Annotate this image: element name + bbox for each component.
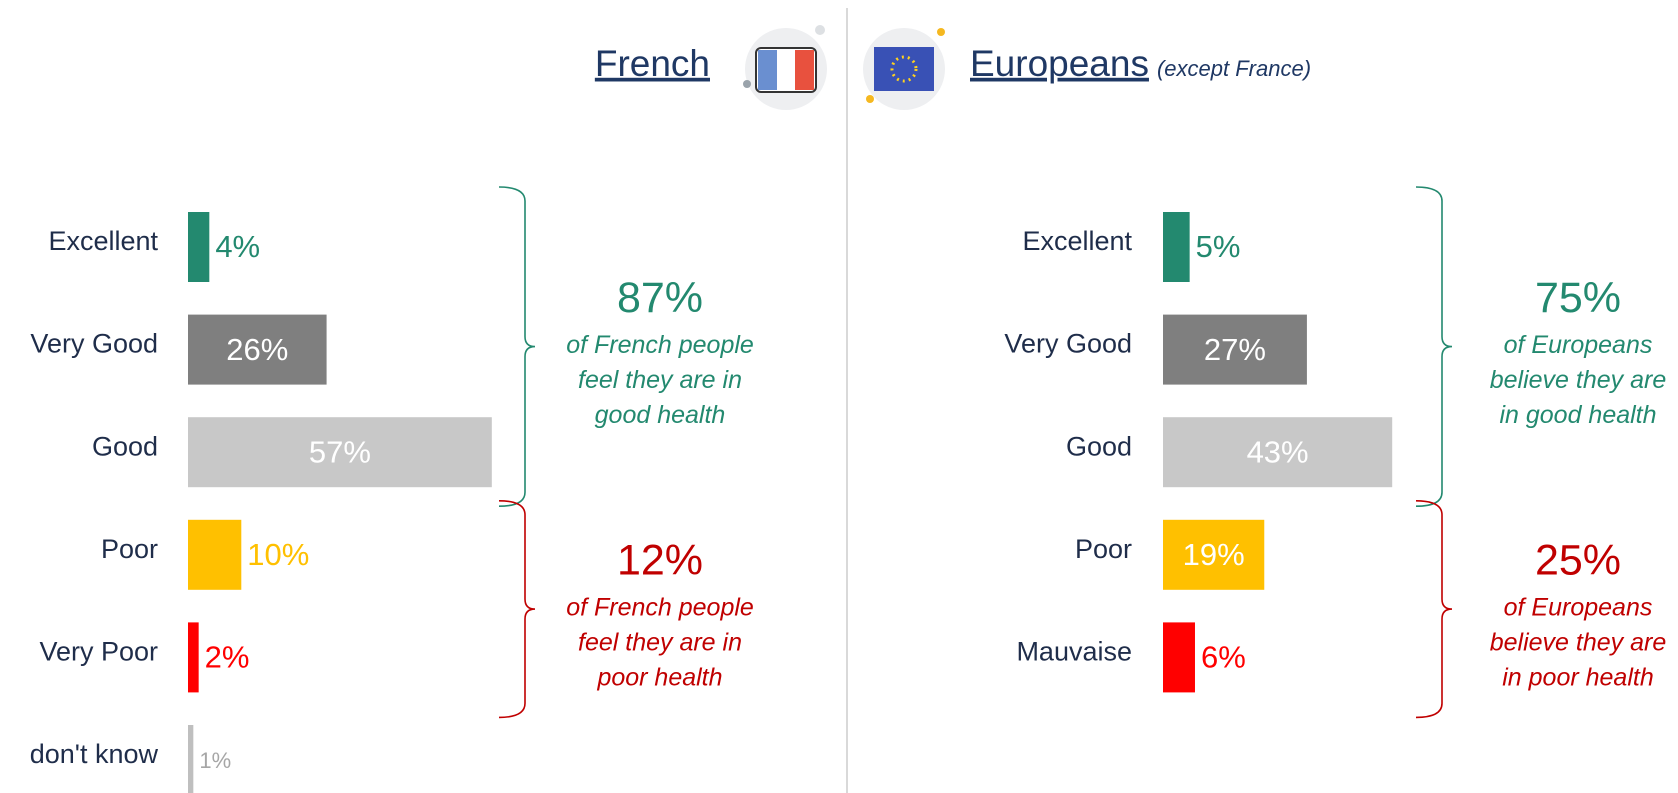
annotation-value: 75% xyxy=(1535,274,1621,322)
value-label: 5% xyxy=(1196,229,1241,264)
panel-title: Europeans xyxy=(970,43,1149,84)
category-label: Very Good xyxy=(30,329,158,359)
france-flag-icon xyxy=(743,25,827,110)
category-label: Poor xyxy=(1075,534,1132,564)
annotation-value: 12% xyxy=(617,536,703,584)
bracket xyxy=(1415,186,1453,507)
annotation-text: good health xyxy=(595,401,726,429)
bar xyxy=(1163,622,1195,693)
value-label: 4% xyxy=(215,229,260,264)
category-label: Very Poor xyxy=(39,637,158,667)
value-label: 10% xyxy=(247,537,309,572)
category-label: Excellent xyxy=(1022,226,1132,256)
annotation-text: poor health xyxy=(596,664,722,692)
annotation-text: believe they are xyxy=(1490,366,1667,394)
category-label: Mauvaise xyxy=(1016,637,1132,667)
value-label: 2% xyxy=(205,640,250,675)
annotation-text: of Europeans xyxy=(1504,331,1653,359)
annotation-text: in good health xyxy=(1499,401,1656,429)
annotation-value: 25% xyxy=(1535,536,1621,584)
annotation-text: feel they are in xyxy=(578,629,742,657)
annotation-text: feel they are in xyxy=(578,366,742,394)
bar xyxy=(188,417,492,488)
value-label: 57% xyxy=(309,434,371,469)
bracket xyxy=(498,186,536,507)
bar xyxy=(1163,212,1190,282)
bar xyxy=(188,314,327,385)
category-label: Good xyxy=(1066,431,1132,461)
category-label: Very Good xyxy=(1004,329,1132,359)
value-label: 27% xyxy=(1204,332,1266,367)
value-label: 43% xyxy=(1247,434,1309,469)
bar xyxy=(188,212,210,282)
value-label: 26% xyxy=(226,332,288,367)
eu-flag-icon xyxy=(863,28,945,110)
panel-title: French xyxy=(595,43,710,84)
bar xyxy=(188,725,194,793)
bar xyxy=(188,622,199,693)
bar xyxy=(1163,519,1265,590)
annotation-text: believe they are xyxy=(1490,629,1667,657)
annotation-text: of French people xyxy=(566,594,754,622)
bracket xyxy=(498,500,536,719)
category-label: Poor xyxy=(101,534,158,564)
value-label: 19% xyxy=(1183,537,1245,572)
value-label: 6% xyxy=(1201,640,1246,675)
annotation-value: 87% xyxy=(617,274,703,322)
annotation-text: in poor health xyxy=(1502,664,1654,692)
category-label: Excellent xyxy=(48,226,158,256)
bracket xyxy=(1415,500,1453,719)
bar xyxy=(188,519,242,590)
bar xyxy=(1163,417,1393,488)
annotation-text: of French people xyxy=(566,331,754,359)
category-label: Good xyxy=(92,431,158,461)
value-label: 1% xyxy=(199,748,231,773)
annotation-text: of Europeans xyxy=(1504,594,1653,622)
bar xyxy=(1163,314,1307,385)
category-label: don't know xyxy=(30,739,159,769)
panel-subtitle: (except France) xyxy=(1157,56,1311,81)
